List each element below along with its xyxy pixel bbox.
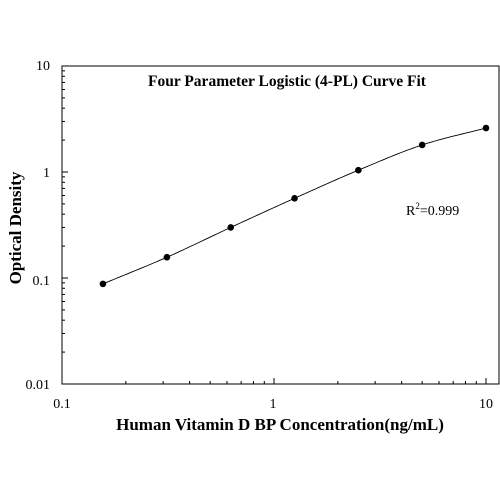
r-squared-label: R (406, 204, 416, 219)
chart-title: Four Parameter Logistic (4-PL) Curve Fit (148, 73, 427, 90)
y-axis-title: Optical Density (6, 171, 25, 284)
x-axis-title: Human Vitamin D BP Concentration(ng/mL) (116, 415, 444, 434)
r-squared-annotation: R2=0.999 (406, 201, 459, 219)
y-tick-label: 10 (36, 59, 50, 74)
y-tick-label: 1 (43, 166, 50, 181)
y-tick-label: 0.01 (26, 378, 51, 393)
data-point (163, 253, 171, 261)
tick-labels: 0.1 1 10 0.01 0.1 1 10 (26, 59, 494, 412)
data-point (482, 124, 490, 132)
plot-frame (61, 65, 500, 385)
r-squared-superscript: 2 (415, 201, 420, 211)
x-tick-label: 1 (270, 397, 277, 412)
data-point (227, 224, 235, 231)
data-point (291, 194, 298, 202)
data-point (99, 280, 107, 288)
x-tick-label: 10 (479, 397, 493, 412)
axis-ticks (61, 65, 487, 385)
data-points (99, 124, 490, 288)
y-tick-label: 0.1 (33, 274, 51, 289)
r-squared-value: =0.999 (420, 204, 459, 219)
data-point (355, 166, 362, 174)
x-tick-label: 0.1 (53, 397, 71, 412)
data-point (418, 141, 426, 149)
